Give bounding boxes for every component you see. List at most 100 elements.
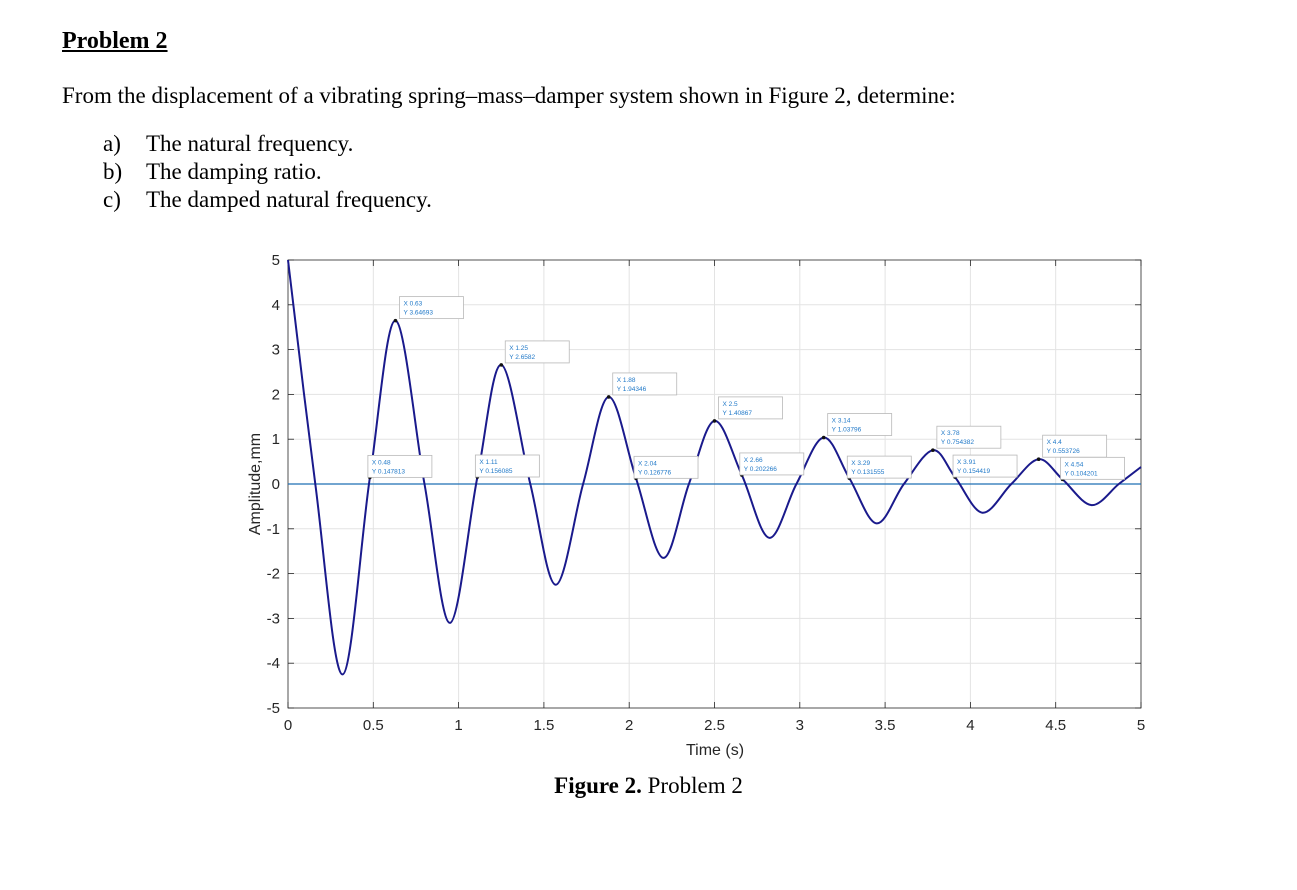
problem-intro: From the displacement of a vibrating spr… — [62, 83, 956, 108]
figure-caption: Figure 2. Problem 2 — [0, 773, 1297, 799]
x-tick-label: 1 — [454, 717, 462, 734]
datatip-x: X 2.5 — [723, 401, 739, 408]
y-tick-label: 2 — [272, 386, 280, 403]
chart-series — [287, 259, 1142, 676]
x-tick-label: 2.5 — [704, 717, 725, 734]
y-tick-label: 4 — [272, 297, 280, 314]
question-text: The damping ratio. — [146, 159, 322, 184]
x-tick-label: 3 — [796, 717, 804, 734]
datatip-y: Y 0.202266 — [744, 466, 778, 473]
question-text: The natural frequency. — [146, 131, 354, 156]
datatip-y: Y 0.131555 — [851, 469, 885, 476]
datatip-marker — [931, 448, 935, 453]
y-tick-label: 0 — [272, 476, 280, 493]
datatip-box — [718, 396, 783, 420]
datatip-box — [367, 454, 433, 478]
y-tick-label: -2 — [267, 566, 280, 583]
datatip: X 3.14 Y 1.03796 — [821, 413, 893, 440]
datatip-x: X 0.63 — [403, 301, 422, 308]
datatip: X 1.88 Y 1.94346 — [606, 372, 678, 399]
x-tick-label: 2 — [625, 717, 633, 734]
datatip: X 3.78 Y 0.754382 — [931, 425, 1002, 453]
datatip-x: X 4.54 — [1065, 461, 1084, 468]
chart-labels: Time (s) Amplitude,mm — [247, 433, 744, 759]
datatip-y: Y 1.03796 — [832, 426, 862, 433]
question-list: a) The natural frequency. b) The damping r… — [103, 130, 432, 214]
x-tick-label: 4.5 — [1045, 717, 1066, 734]
datatip-y: Y 0.754382 — [941, 439, 975, 446]
question-marker: a) — [103, 131, 121, 156]
datatip-y: Y 0.154419 — [957, 468, 991, 475]
x-tick-label: 3.5 — [875, 717, 896, 734]
y-tick-label: -3 — [267, 610, 280, 627]
datatip-box — [936, 425, 1002, 449]
datatip-x: X 2.04 — [638, 460, 657, 467]
question-marker: b) — [103, 159, 123, 184]
datatip-box — [504, 340, 570, 364]
datatip-x: X 1.11 — [479, 459, 498, 466]
datatip: X 3.91 Y 0.154419 — [952, 454, 1018, 479]
datatip: X 0.63 Y 3.64693 — [393, 296, 464, 323]
datatip-x: X 3.14 — [832, 417, 851, 424]
question-marker: c) — [103, 187, 121, 212]
datatip-y: Y 1.94346 — [617, 386, 647, 393]
datatip-y: Y 0.156085 — [479, 468, 513, 475]
datatip-marker — [606, 395, 611, 399]
y-tick-label: 1 — [272, 431, 280, 448]
x-tick-label: 0.5 — [363, 717, 384, 734]
chart-datatips: X 0.63 Y 3.64693 X 0.48 Y 0.147813 X 1.25 Y 2… — [367, 296, 1125, 482]
datatip: X 2.04 Y 0.126776 — [633, 455, 699, 481]
y-tick-label: 3 — [272, 342, 280, 359]
datatip-marker — [712, 419, 717, 423]
datatip-y: Y 0.104201 — [1065, 470, 1099, 477]
datatip-box — [846, 455, 912, 479]
x-tick-label: 0 — [284, 717, 292, 734]
x-tick-label: 5 — [1137, 717, 1145, 734]
datatip-marker — [1036, 457, 1041, 461]
datatip-x: X 1.25 — [509, 345, 528, 352]
datatip: X 4.54 Y 0.104201 — [1060, 456, 1125, 482]
problem-heading: Problem 2 — [62, 28, 168, 54]
datatip-marker — [393, 318, 398, 323]
datatip-marker — [499, 363, 504, 367]
datatip-box — [633, 455, 699, 479]
datatip-y: Y 0.147813 — [372, 468, 406, 475]
datatip-y: Y 3.64693 — [403, 310, 433, 317]
question-item-c: c) The damped natural frequency. — [103, 186, 432, 214]
caption-label: Figure 2. — [554, 773, 642, 798]
y-tick-label: -5 — [267, 700, 280, 717]
datatip-box — [474, 454, 540, 478]
question-text: The damped natural frequency. — [146, 187, 432, 212]
datatip-box — [399, 296, 464, 320]
y-axis-label: Amplitude,mm — [247, 433, 264, 535]
datatip: X 2.66 Y 0.202266 — [739, 452, 805, 477]
datatip-box — [827, 413, 893, 436]
datatip-x: X 4.4 — [1047, 439, 1063, 446]
caption-text: Problem 2 — [641, 773, 743, 798]
datatip-box — [739, 452, 805, 476]
datatip-box — [952, 454, 1018, 478]
datatip: X 1.25 Y 2.6582 — [499, 340, 570, 367]
question-item-a: a) The natural frequency. — [103, 130, 432, 158]
datatip-y: Y 1.40867 — [723, 410, 753, 417]
x-tick-label: 4 — [966, 717, 974, 734]
datatip-x: X 0.48 — [372, 459, 391, 466]
datatip-box — [612, 372, 678, 396]
datatip-x: X 2.66 — [744, 457, 763, 464]
datatip-y: Y 0.553726 — [1047, 448, 1081, 455]
datatip-box — [1060, 456, 1125, 480]
datatip: X 2.5 Y 1.40867 — [712, 396, 783, 423]
displacement-line — [287, 259, 1142, 676]
y-tick-label: -4 — [267, 655, 280, 672]
question-item-b: b) The damping ratio. — [103, 158, 432, 186]
x-axis-label: Time (s) — [686, 742, 744, 759]
x-tick-label: 1.5 — [533, 717, 554, 734]
datatip: X 3.29 Y 0.131555 — [846, 455, 912, 480]
y-tick-label: -1 — [267, 521, 280, 538]
y-tick-label: 5 — [272, 252, 280, 269]
datatip-x: X 3.91 — [957, 459, 976, 466]
datatip-marker — [821, 435, 826, 440]
datatip-y: Y 2.6582 — [509, 354, 535, 361]
datatip: X 1.11 Y 0.156085 — [474, 454, 540, 479]
